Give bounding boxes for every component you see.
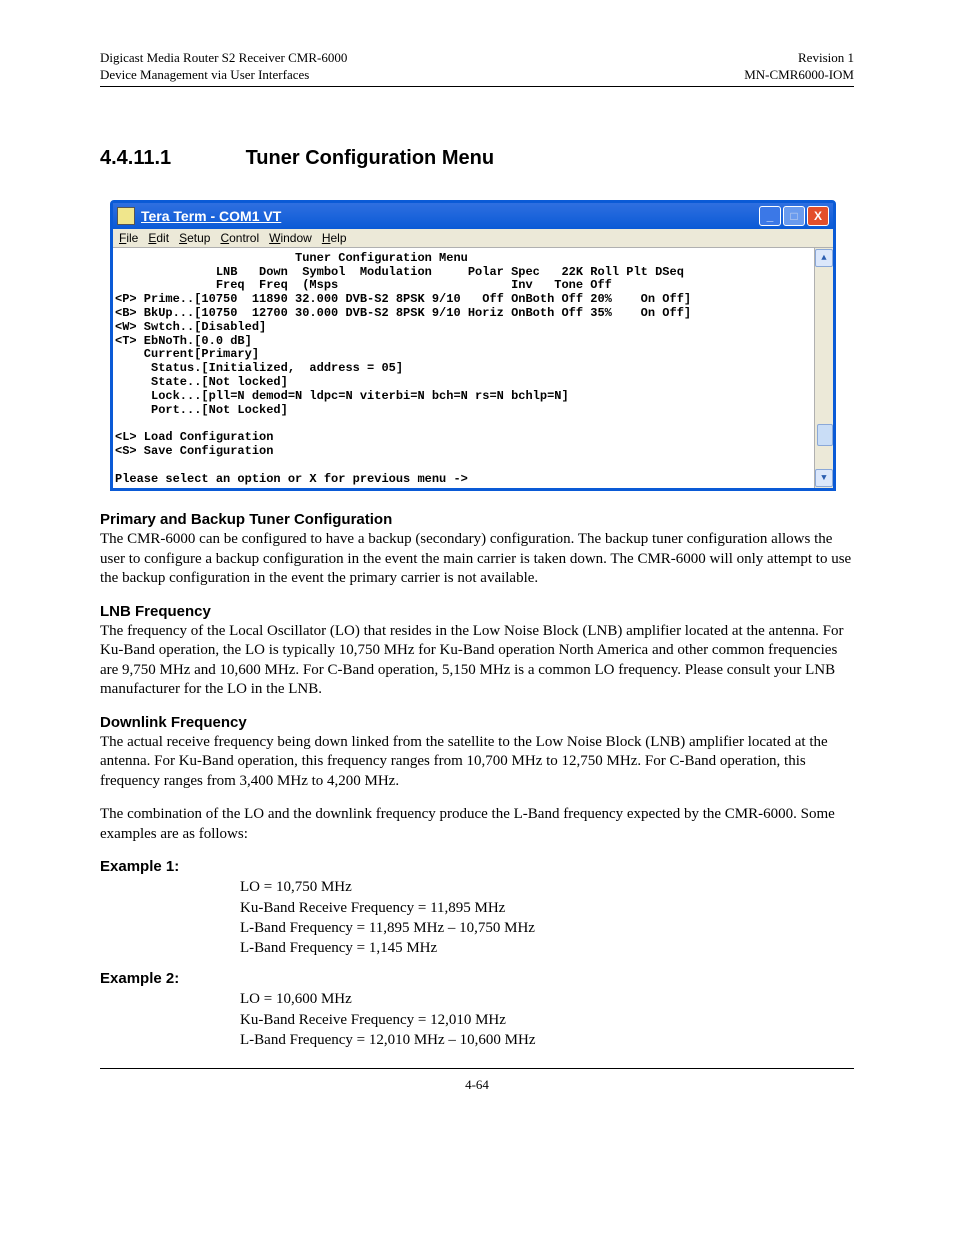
tera-term-icon [117,207,135,225]
window-controls: _ □ X [759,206,829,226]
header-right-line2: MN-CMR6000-IOM [744,67,854,82]
terminal-window-title: Tera Term - COM1 VT [141,208,759,224]
heading-downlink-frequency: Downlink Frequency [100,714,854,731]
example-2-block: LO = 10,600 MHzKu-Band Receive Frequency… [240,989,854,1050]
scroll-up-button[interactable]: ▲ [815,249,833,267]
heading-example-2: Example 2: [100,970,854,987]
scroll-track[interactable] [816,268,832,469]
menu-window[interactable]: Window [269,231,312,245]
menu-edit[interactable]: Edit [148,231,169,245]
para-combination: The combination of the LO and the downli… [100,805,854,844]
header-right-line1: Revision 1 [798,50,854,65]
header-left-line1: Digicast Media Router S2 Receiver CMR-60… [100,50,347,65]
header-rule [100,86,854,87]
document-page: Digicast Media Router S2 Receiver CMR-60… [0,0,954,1123]
menu-help[interactable]: Help [322,231,347,245]
terminal-scrollbar[interactable]: ▲ ▼ [814,248,833,489]
terminal-window: Tera Term - COM1 VT _ □ X File Edit Setu… [110,200,836,492]
header-left: Digicast Media Router S2 Receiver CMR-60… [100,50,347,84]
terminal-menubar: File Edit Setup Control Window Help [113,229,833,248]
menu-control[interactable]: Control [220,231,259,245]
maximize-button[interactable]: □ [783,206,805,226]
heading-primary-backup: Primary and Backup Tuner Configuration [100,511,854,528]
para-primary-backup: The CMR-6000 can be configured to have a… [100,530,854,589]
para-lnb-frequency: The frequency of the Local Oscillator (L… [100,622,854,700]
terminal-titlebar[interactable]: Tera Term - COM1 VT _ □ X [113,203,833,229]
section-number: 4.4.11.1 [100,147,240,170]
menu-setup[interactable]: Setup [179,231,210,245]
terminal-body-wrap: Tuner Configuration Menu LNB Down Symbol… [113,248,833,489]
page-number: 4-64 [100,1077,854,1093]
heading-lnb-frequency: LNB Frequency [100,603,854,620]
close-button[interactable]: X [807,206,829,226]
para-downlink-frequency: The actual receive frequency being down … [100,733,854,792]
header-left-line2: Device Management via User Interfaces [100,67,309,82]
footer-rule [100,1068,854,1069]
document-body: Primary and Backup Tuner Configuration T… [100,511,854,1050]
example-1-block: LO = 10,750 MHzKu-Band Receive Frequency… [240,877,854,958]
minimize-button[interactable]: _ [759,206,781,226]
scroll-thumb[interactable] [817,424,833,446]
menu-file[interactable]: File [119,231,138,245]
section-heading: 4.4.11.1 Tuner Configuration Menu [100,147,854,170]
terminal-output: Tuner Configuration Menu LNB Down Symbol… [113,248,814,489]
scroll-down-button[interactable]: ▼ [815,469,833,487]
header-right: Revision 1 MN-CMR6000-IOM [744,50,854,84]
page-header: Digicast Media Router S2 Receiver CMR-60… [100,50,854,84]
heading-example-1: Example 1: [100,858,854,875]
section-title-text: Tuner Configuration Menu [246,147,495,169]
